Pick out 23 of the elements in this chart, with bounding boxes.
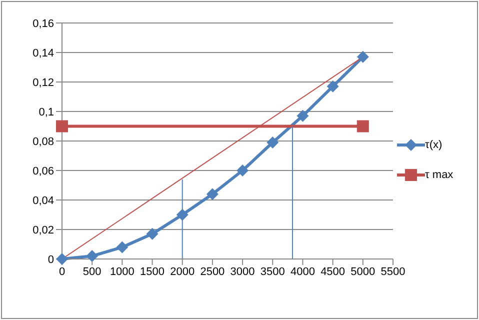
y-tick-label: 0,12 — [32, 76, 54, 89]
x-tick-label: 1000 — [110, 266, 134, 278]
x-tick-label: 1500 — [140, 266, 165, 278]
x-tick-label: 2500 — [200, 266, 225, 278]
x-tick-label: 0 — [58, 266, 66, 278]
y-tick-label: 0,08 — [32, 136, 54, 148]
y-tick-label: 0,14 — [32, 47, 54, 60]
y-tick-label: 0,16 — [32, 18, 54, 30]
x-tick-label: 3500 — [260, 266, 285, 278]
x-tick-label: 5000 — [350, 266, 376, 278]
x-tick-label: 4000 — [290, 266, 315, 278]
x-tick-label: 5500 — [380, 266, 406, 278]
y-tick-label: 0,1 — [38, 106, 54, 118]
x-tick-label: 3000 — [230, 266, 255, 278]
x-tick-label: 4500 — [320, 266, 346, 278]
y-tick-label: 0,06 — [32, 165, 54, 178]
y-tick-label: 0,02 — [32, 224, 54, 236]
legend-label: τ max — [425, 169, 454, 181]
x-tick-label: 2000 — [170, 266, 195, 278]
legend-label: τ(x) — [425, 139, 442, 151]
x-tick-label: 500 — [82, 266, 102, 278]
y-tick-label: 0 — [48, 254, 54, 266]
y-tick-label: 0,04 — [32, 194, 54, 207]
